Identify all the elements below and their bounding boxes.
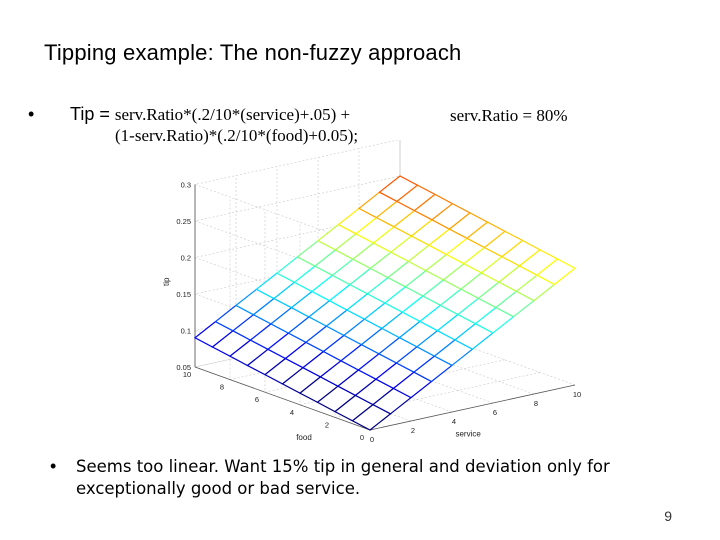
plot-labels: 0.3 0.25 0.2 0.15 0.1 0.05 0 2 4 6 8 10 0 2 4 6 8 10 tip se… xyxy=(162,181,581,445)
z-tick-label: 0.3 xyxy=(181,181,191,190)
y-tick-label: 8 xyxy=(220,383,224,392)
y-tick-label: 0 xyxy=(360,433,364,442)
page-number: 9 xyxy=(664,508,672,524)
surface-plot: 0.3 0.25 0.2 0.15 0.1 0.05 0 2 4 6 8 10 0 2 4 6 8 10 tip se… xyxy=(162,140,581,445)
serv-ratio-label: serv.Ratio = 80% xyxy=(450,106,568,125)
y-tick-label: 10 xyxy=(183,370,191,379)
y-axis xyxy=(194,366,371,431)
x-tick-label: 4 xyxy=(452,417,456,426)
z-tick-label: 0.15 xyxy=(176,290,191,299)
surface-cell xyxy=(535,258,577,286)
bullet-icon-2: • xyxy=(50,456,57,476)
y-axis-label: food xyxy=(296,433,312,442)
z-tick-label: 0.25 xyxy=(176,217,191,226)
x-tick-label: 0 xyxy=(370,435,374,444)
bullet-icon: • xyxy=(28,104,35,124)
formula-lead: Tip = xyxy=(70,104,115,124)
formula-line-1: Tip = serv.Ratio*(.2/10*(service)+.05) + xyxy=(70,104,350,125)
z-tick-label: 0.05 xyxy=(176,363,191,372)
x-axis-label: service xyxy=(455,430,481,439)
slide-note: Seems too linear. Want 15% tip in genera… xyxy=(76,457,610,498)
plot-surface xyxy=(193,175,577,431)
x-axis xyxy=(369,384,576,431)
x-tick-label: 6 xyxy=(493,408,497,417)
z-tick-label: 0.1 xyxy=(181,327,191,336)
y-tick-label: 4 xyxy=(290,408,294,417)
formula-expression: serv.Ratio*(.2/10*(service)+.05) + xyxy=(114,105,351,124)
slide-title: Tipping example: The non-fuzzy approach xyxy=(44,40,462,65)
x-tick-label: 2 xyxy=(411,426,415,435)
y-tick-label: 2 xyxy=(325,420,329,429)
z-axis-label: tip xyxy=(162,277,171,286)
z-tick-label: 0.2 xyxy=(181,254,191,263)
formula-line-2: (1-serv.Ratio)*(.2/10*(food)+0.05); xyxy=(115,126,359,145)
x-tick-label: 8 xyxy=(534,399,538,408)
x-tick-label: 10 xyxy=(573,390,581,399)
y-tick-label: 6 xyxy=(255,395,259,404)
